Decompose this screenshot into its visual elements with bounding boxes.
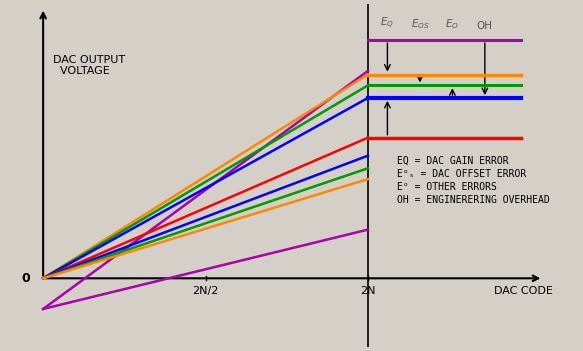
Text: EQ = DAC GAIN ERROR: EQ = DAC GAIN ERROR: [397, 155, 509, 166]
Text: Eᵒ = OTHER ERRORS: Eᵒ = OTHER ERRORS: [397, 181, 497, 192]
Text: OH: OH: [477, 21, 493, 31]
Text: Eᵒₛ = DAC OFFSET ERROR: Eᵒₛ = DAC OFFSET ERROR: [397, 168, 526, 179]
Text: 2N/2: 2N/2: [192, 285, 219, 296]
Text: $E_{OS}$: $E_{OS}$: [410, 18, 429, 31]
Text: OH = ENGINERERING OVERHEAD: OH = ENGINERERING OVERHEAD: [397, 194, 550, 205]
Text: 0: 0: [22, 272, 30, 285]
Text: $E_Q$: $E_Q$: [381, 16, 395, 31]
Text: 2N: 2N: [360, 285, 375, 296]
Text: DAC CODE: DAC CODE: [494, 285, 553, 296]
Text: DAC OUTPUT
  VOLTAGE: DAC OUTPUT VOLTAGE: [53, 55, 125, 76]
Text: $E_O$: $E_O$: [445, 18, 459, 31]
